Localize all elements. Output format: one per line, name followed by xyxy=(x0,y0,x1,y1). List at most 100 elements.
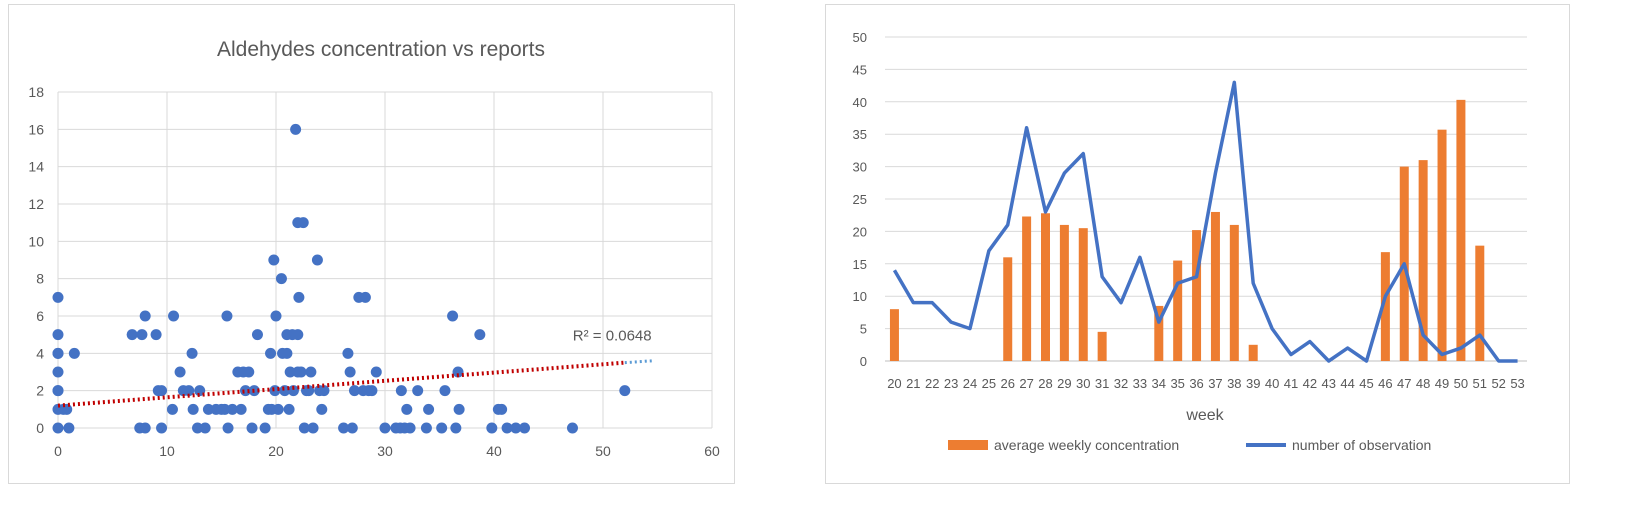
scatter-point xyxy=(295,366,307,378)
scatter-point xyxy=(436,422,448,434)
scatter-point xyxy=(447,310,459,322)
scatter-point xyxy=(412,385,424,397)
scatter-point xyxy=(265,347,277,359)
scatter-point xyxy=(268,254,280,266)
weekly-bar xyxy=(1041,213,1050,361)
weekly-x-tick-label: 26 xyxy=(1001,376,1015,391)
scatter-point xyxy=(307,422,319,434)
scatter-point xyxy=(150,329,162,341)
weekly-x-tick-label: 44 xyxy=(1340,376,1354,391)
scatter-point xyxy=(566,422,578,434)
weekly-x-tick-label: 39 xyxy=(1246,376,1260,391)
weekly-x-tick-label: 42 xyxy=(1303,376,1317,391)
weekly-bar xyxy=(889,309,899,361)
scatter-point xyxy=(452,366,464,378)
scatter-y-tick-label: 10 xyxy=(28,233,44,249)
weekly-x-tick-label: 52 xyxy=(1491,376,1505,391)
observation-line xyxy=(892,80,1518,363)
scatter-point xyxy=(219,403,231,415)
scatter-point xyxy=(292,329,304,341)
scatter-point xyxy=(474,329,486,341)
scatter-point xyxy=(519,422,531,434)
scatter-point xyxy=(68,347,80,359)
scatter-point xyxy=(243,366,255,378)
scatter-point xyxy=(183,385,195,397)
weekly-x-tick-label: 49 xyxy=(1435,376,1449,391)
weekly-x-tick-label: 22 xyxy=(925,376,939,391)
weekly-x-tick-label: 27 xyxy=(1019,376,1033,391)
scatter-x-tick-label: 40 xyxy=(486,443,502,459)
scatter-point xyxy=(619,385,631,397)
weekly-x-tick-label: 34 xyxy=(1152,376,1166,391)
scatter-point xyxy=(311,254,323,266)
weekly-x-tick-label: 40 xyxy=(1265,376,1279,391)
scatter-point xyxy=(168,310,180,322)
scatter-point xyxy=(156,385,168,397)
scatter-point xyxy=(52,291,64,303)
scatter-point xyxy=(52,422,64,434)
weekly-x-tick-label: 21 xyxy=(906,376,920,391)
weekly-x-tick-label: 50 xyxy=(1454,376,1468,391)
weekly-bar xyxy=(1418,160,1428,361)
scatter-point xyxy=(379,422,391,434)
scatter-y-tick-label: 14 xyxy=(28,159,44,175)
scatter-point xyxy=(226,403,238,415)
scatter-point xyxy=(316,403,328,415)
scatter-point xyxy=(259,422,271,434)
scatter-x-tick-label: 10 xyxy=(159,443,175,459)
scatter-point xyxy=(344,366,356,378)
scatter-point xyxy=(139,422,151,434)
scatter-point xyxy=(298,422,310,434)
scatter-point xyxy=(486,422,498,434)
weekly-bar xyxy=(1003,257,1013,361)
scatter-point xyxy=(370,366,382,378)
trendline-extension xyxy=(624,359,653,365)
scatter-point xyxy=(346,422,358,434)
scatter-y-tick-label: 6 xyxy=(36,308,44,324)
scatter-y-tick-label: 4 xyxy=(36,345,44,361)
scatter-point xyxy=(293,291,305,303)
weekly-x-tick-label: 31 xyxy=(1095,376,1109,391)
scatter-point xyxy=(453,403,465,415)
weekly-x-tick-label: 25 xyxy=(982,376,996,391)
scatter-y-tick-label: 8 xyxy=(36,271,44,287)
scatter-x-tick-label: 50 xyxy=(595,443,611,459)
weekly-y-tick-label: 5 xyxy=(860,322,867,337)
scatter-y-tick-label: 16 xyxy=(28,121,44,137)
scatter-point xyxy=(61,403,73,415)
scatter-point xyxy=(126,329,138,341)
scatter-point xyxy=(136,329,148,341)
scatter-point xyxy=(194,385,206,397)
scatter-y-tick-label: 18 xyxy=(28,84,44,100)
legend-label-observation: number of observation xyxy=(1292,437,1431,453)
scatter-point xyxy=(342,347,354,359)
scatter-point xyxy=(287,385,299,397)
weekly-bar xyxy=(1229,224,1239,361)
weekly-x-tick-label: 33 xyxy=(1133,376,1147,391)
scatter-x-tick-label: 30 xyxy=(377,443,393,459)
scatter-point xyxy=(420,422,432,434)
weekly-bar xyxy=(1059,224,1069,361)
scatter-point xyxy=(297,217,309,229)
weekly-bar xyxy=(1173,260,1183,361)
scatter-point xyxy=(423,403,435,415)
weekly-y-tick-label: 20 xyxy=(853,224,867,239)
scatter-point xyxy=(139,310,151,322)
weekly-x-tick-label: 43 xyxy=(1322,376,1336,391)
weekly-y-tick-label: 45 xyxy=(853,62,867,77)
weekly-bar xyxy=(1078,228,1088,361)
scatter-title: Aldehydes concentration vs reports xyxy=(217,38,545,61)
weekly-x-tick-label: 36 xyxy=(1189,376,1203,391)
weekly-x-tick-label: 38 xyxy=(1227,376,1241,391)
scatter-x-tick-label: 60 xyxy=(704,443,720,459)
scatter-point xyxy=(52,347,64,359)
weekly-x-tick-label: 24 xyxy=(963,376,977,391)
scatter-point xyxy=(156,422,168,434)
weekly-x-tick-label: 46 xyxy=(1378,376,1392,391)
weekly-x-ticks: 20 21 22 23 24 25 26 27 28 29 30 31 32 33 34 35 36 37 38 39… xyxy=(887,376,1525,391)
scatter-y-ticks: 0 2 4 6 8 10 12 14 16 18 xyxy=(28,84,44,436)
weekly-x-tick-label: 28 xyxy=(1038,376,1052,391)
scatter-point xyxy=(450,422,462,434)
scatter-point xyxy=(496,403,508,415)
scatter-point xyxy=(251,329,263,341)
